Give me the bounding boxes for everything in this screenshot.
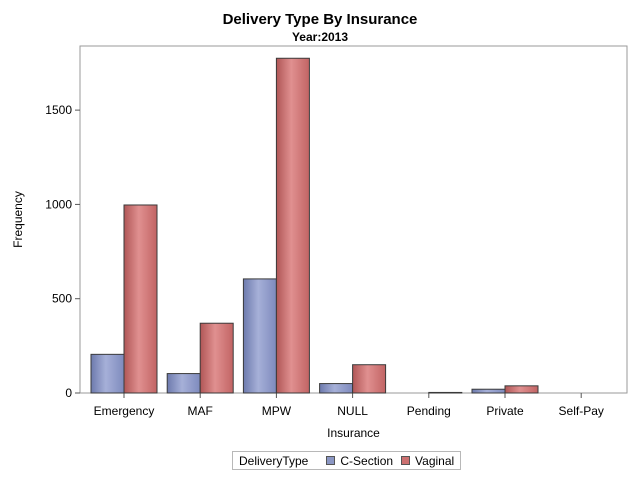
bar-c-section-null [319, 383, 354, 394]
legend-item-c-section: C-Section [326, 454, 393, 468]
bar-vaginal-emergency [123, 204, 158, 394]
chart-title: Delivery Type By Insurance [222, 11, 418, 28]
x-axis-label: Insurance [327, 426, 380, 440]
bar-vaginal-null [352, 364, 387, 394]
x-tick-label: Emergency [94, 404, 155, 418]
legend-item-vaginal: Vaginal [401, 454, 454, 468]
bar-c-section-mpw [242, 278, 277, 394]
y-tick-label: 500 [52, 292, 72, 306]
legend-title: DeliveryType [239, 453, 309, 468]
x-tick-label: NULL [337, 404, 368, 418]
x-tick-label: Pending [407, 404, 451, 418]
bar-vaginal-private [504, 385, 539, 394]
legend-label-vaginal: Vaginal [415, 453, 455, 468]
chart-subtitle: Year:2013 [291, 30, 349, 44]
bar-vaginal-mpw [275, 57, 310, 394]
y-axis-label: Frequency [11, 191, 25, 248]
bar-c-section-maf [166, 373, 201, 394]
bar-c-section-private [471, 388, 506, 394]
bar-c-section-emergency [90, 353, 125, 394]
bar-vaginal-maf [199, 322, 234, 394]
x-tick-label: Private [486, 404, 524, 418]
legend: DeliveryType C-Section Vaginal [232, 451, 462, 470]
x-tick-label: MAF [188, 404, 213, 418]
y-tick-label: 1500 [45, 103, 72, 117]
legend-swatch-c-section [326, 456, 336, 465]
x-tick-label: Self-Pay [559, 404, 604, 418]
y-tick-label: 1000 [45, 197, 72, 211]
bar-vaginal-pending [428, 391, 463, 394]
plot-frame [79, 45, 628, 394]
legend-label-c-section: C-Section [340, 453, 394, 468]
y-tick-label: 0 [65, 386, 72, 400]
x-tick-label: MPW [262, 404, 292, 418]
legend-swatch-vaginal [401, 456, 411, 465]
